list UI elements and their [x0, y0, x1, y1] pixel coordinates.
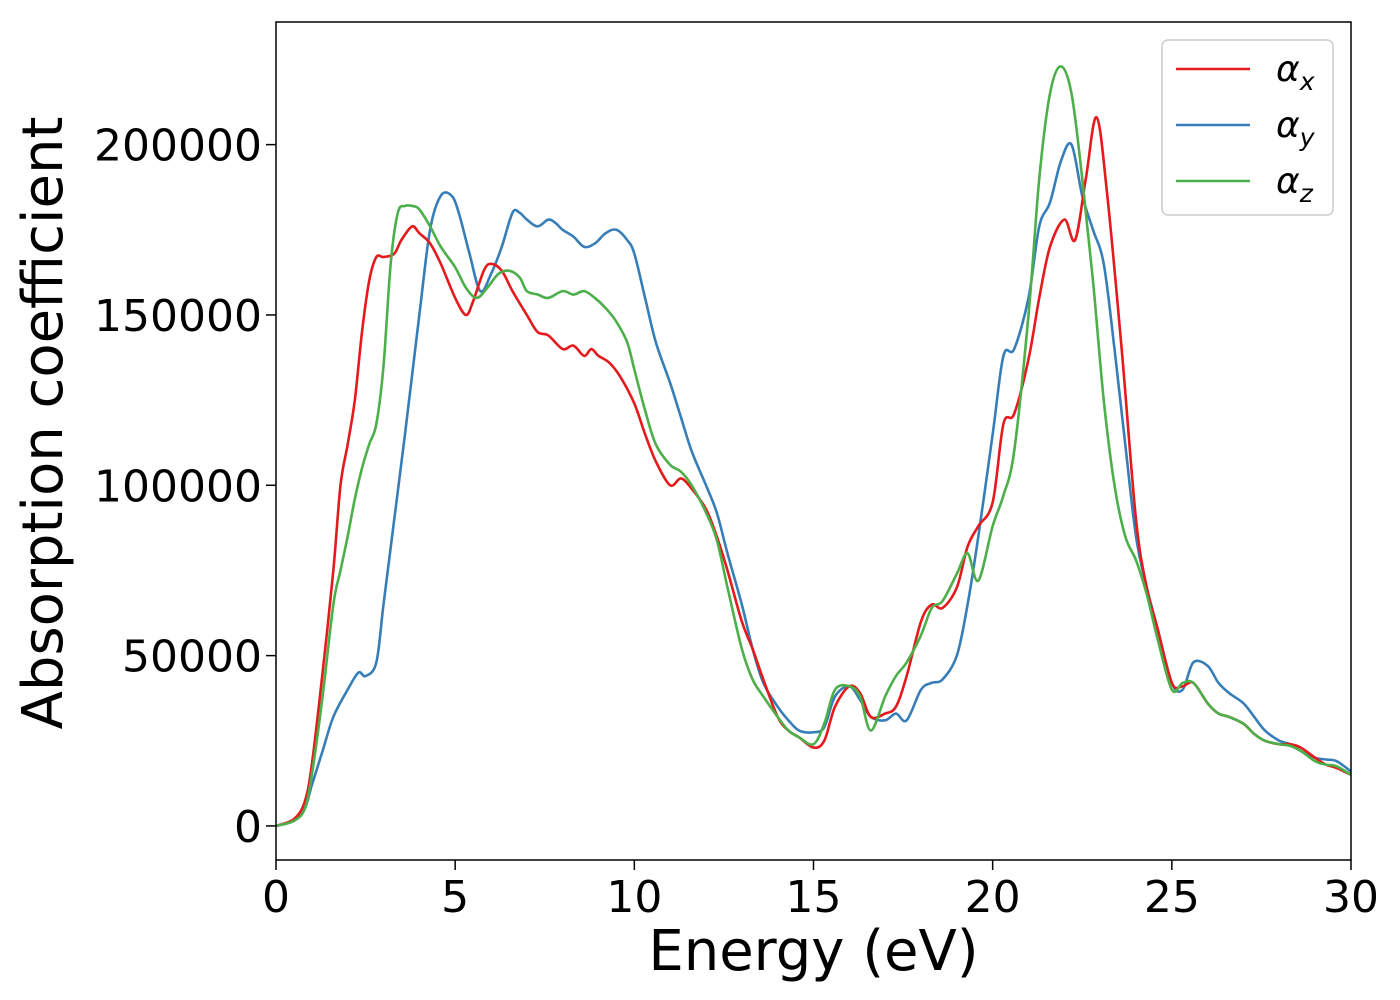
- x-tick-label: 30: [1323, 872, 1379, 923]
- y-tick-label: 0: [234, 802, 262, 853]
- x-axis: 0 5 10 15 20 25 30: [262, 860, 1379, 923]
- x-axis-title: Energy (eV): [648, 919, 978, 984]
- y-axis: 0 50000 100000 150000 200000: [94, 121, 276, 853]
- y-tick-label: 50000: [122, 632, 262, 683]
- y-tick-label: 200000: [94, 121, 262, 172]
- y-axis-title: Absorption coefficient: [11, 117, 76, 730]
- legend: αx αy αz: [1161, 39, 1334, 216]
- x-tick-label: 10: [606, 872, 662, 923]
- x-tick-label: 25: [1144, 872, 1200, 923]
- y-tick-label: 100000: [94, 461, 262, 512]
- x-tick-label: 0: [262, 872, 290, 923]
- x-tick-label: 15: [786, 872, 842, 923]
- x-tick-label: 5: [441, 872, 469, 923]
- y-tick-label: 150000: [94, 291, 262, 342]
- x-tick-label: 20: [965, 872, 1021, 923]
- legend-label-x: αx: [1276, 49, 1315, 96]
- legend-box: [1161, 39, 1334, 216]
- series-line-z: [275, 64, 1352, 828]
- legend-label-z: αz: [1276, 161, 1314, 208]
- legend-label-y: αy: [1276, 105, 1316, 152]
- series-layer: [275, 64, 1352, 828]
